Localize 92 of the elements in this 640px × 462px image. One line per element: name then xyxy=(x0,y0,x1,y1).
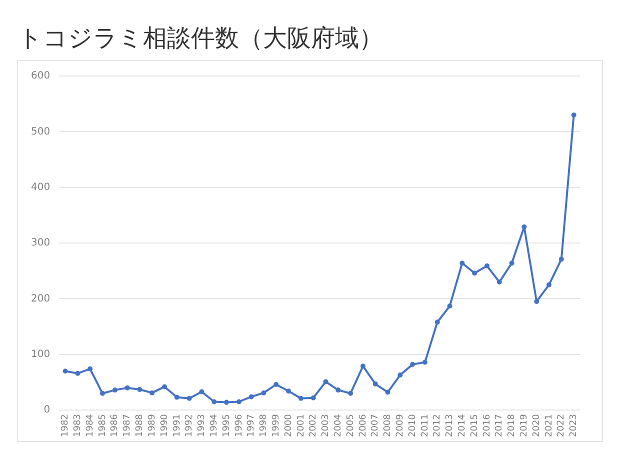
point xyxy=(422,360,428,365)
y-tick-label: 500 xyxy=(30,126,50,138)
x-tick-label: 2017 xyxy=(494,414,505,437)
x-tick-label: 2007 xyxy=(370,414,381,437)
point xyxy=(522,224,527,230)
x-tick-label: 2008 xyxy=(383,414,394,437)
point xyxy=(88,366,93,372)
x-tick-label: 2010 xyxy=(408,414,418,437)
point xyxy=(62,368,68,374)
y-tick-label: 300 xyxy=(30,238,50,249)
point xyxy=(323,379,328,384)
y-tick-label: 100 xyxy=(30,349,50,360)
x-tick-label: 1982 xyxy=(60,414,71,437)
x-tick-label: 1991 xyxy=(172,414,182,437)
x-tick-label: 1999 xyxy=(271,414,282,437)
point xyxy=(484,263,490,268)
point xyxy=(199,389,204,394)
x-tick-label: 2018 xyxy=(507,414,518,437)
x-tick-label: 2021 xyxy=(544,414,554,437)
point xyxy=(150,390,155,396)
point xyxy=(310,395,316,400)
point xyxy=(261,390,266,396)
x-tick-label: 2001 xyxy=(296,414,306,437)
y-tick-label: 400 xyxy=(30,182,50,193)
x-tick-label: 1996 xyxy=(234,414,244,437)
point xyxy=(360,364,366,369)
point xyxy=(174,394,180,400)
x-tick-label: 1994 xyxy=(209,414,220,437)
point xyxy=(336,388,341,393)
point xyxy=(558,256,564,262)
x-tick-label: 1998 xyxy=(259,414,270,437)
point xyxy=(236,399,242,404)
x-tick-label: 2009 xyxy=(396,414,406,437)
point xyxy=(212,399,217,404)
point xyxy=(496,280,502,285)
x-tick-label: 2023 xyxy=(569,414,580,437)
x-tick-label: 2013 xyxy=(445,414,456,437)
point xyxy=(434,320,440,325)
x-tick-label: 2014 xyxy=(458,414,468,437)
point xyxy=(410,362,416,367)
point xyxy=(224,400,230,405)
x-tick-label: 2016 xyxy=(482,414,492,437)
point xyxy=(571,112,576,118)
point xyxy=(472,270,478,276)
x-tick-label: 1993 xyxy=(197,414,208,437)
point xyxy=(100,390,105,396)
x-tick-label: 1989 xyxy=(147,414,158,437)
x-tick-label: 1995 xyxy=(222,414,232,437)
x-tick-label: 1997 xyxy=(246,414,257,437)
point xyxy=(348,390,354,396)
x-tick-label: 2019 xyxy=(520,414,530,437)
point xyxy=(460,260,465,266)
x-tick-label: 2005 xyxy=(346,414,356,437)
x-tick-label: 1988 xyxy=(135,414,146,437)
x-tick-label: 2015 xyxy=(470,414,480,437)
point xyxy=(274,382,279,387)
x-tick-label: 2000 xyxy=(284,414,294,437)
point xyxy=(398,372,403,378)
x-tick-label: 1992 xyxy=(184,414,195,437)
point xyxy=(286,388,292,394)
y-tick-label: 600 xyxy=(30,70,50,82)
point xyxy=(534,299,540,304)
point xyxy=(112,388,118,393)
point xyxy=(124,385,130,390)
x-tick-label: 2002 xyxy=(308,414,319,437)
x-tick-label: 2020 xyxy=(532,414,542,437)
x-tick-label: 1990 xyxy=(160,414,170,437)
point xyxy=(137,386,142,392)
point xyxy=(385,390,390,395)
x-tick-label: 2011 xyxy=(420,414,430,437)
point xyxy=(248,394,254,400)
y-tick-label: 200 xyxy=(30,293,50,304)
point xyxy=(162,384,168,390)
point xyxy=(75,370,80,376)
x-tick-label: 2012 xyxy=(432,414,443,437)
x-tick-label: 1983 xyxy=(73,414,84,437)
x-tick-label: 1986 xyxy=(110,414,120,437)
point xyxy=(509,260,514,266)
x-tick-label: 2022 xyxy=(556,414,567,437)
x-tick-label: 2003 xyxy=(321,414,332,437)
point xyxy=(447,303,452,308)
point xyxy=(186,396,192,401)
x-tick-label: 1987 xyxy=(122,414,133,437)
x-tick-label: 1984 xyxy=(85,414,96,437)
x-tick-label: 2004 xyxy=(333,414,344,437)
point xyxy=(372,381,378,386)
x-tick-label: 2006 xyxy=(358,414,368,437)
x-tick-label: 1985 xyxy=(98,414,108,437)
y-tick-label: 0 xyxy=(44,404,50,416)
chart-title: トコジラミ相談件数（大阪府域） xyxy=(18,23,383,54)
point xyxy=(546,282,552,288)
point xyxy=(298,396,304,401)
